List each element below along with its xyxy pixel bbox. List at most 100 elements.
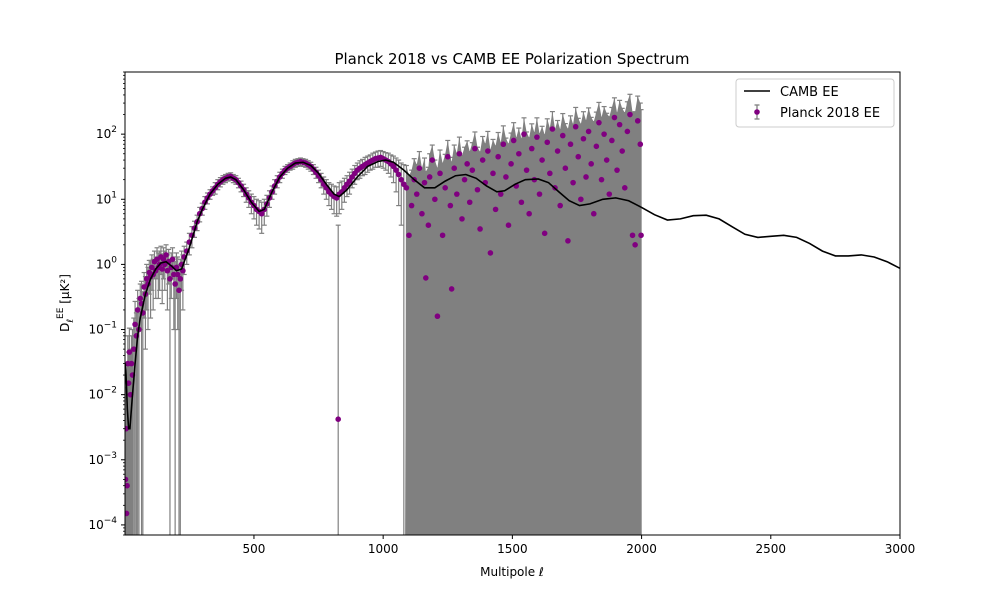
y-tick-label: 100: [96, 255, 117, 271]
data-point: [461, 176, 468, 183]
data-point: [477, 226, 483, 232]
y-tick-label: 10−3: [88, 451, 117, 467]
data-point: [547, 170, 553, 177]
data-point: [562, 165, 569, 172]
data-point: [621, 185, 628, 191]
data-point: [130, 346, 137, 352]
x-tick-label: 2000: [626, 542, 657, 556]
data-point: [638, 232, 644, 239]
data-point: [487, 250, 494, 256]
data-point: [167, 276, 173, 282]
data-point: [426, 174, 433, 180]
data-point: [554, 148, 561, 154]
data-point: [559, 132, 566, 139]
data-point: [403, 185, 410, 191]
legend-label-planck: Planck 2018 EE: [780, 106, 880, 121]
data-point: [398, 176, 405, 183]
data-point: [549, 126, 556, 132]
data-point: [614, 167, 620, 173]
x-tick-label: 500: [242, 542, 265, 556]
data-point: [583, 174, 589, 180]
data-point: [160, 256, 167, 263]
data-point: [575, 153, 582, 160]
data-point: [163, 252, 169, 258]
data-point: [578, 196, 584, 203]
data-point: [423, 275, 429, 281]
data-point: [432, 196, 438, 203]
data-point: [164, 267, 171, 274]
data-point: [609, 137, 615, 144]
camb-ee-line: [125, 159, 900, 430]
y-axis: 10−4 10−3 10−2 10−1 100 101 102: [88, 71, 125, 536]
data-point: [580, 135, 587, 142]
data-point: [466, 199, 473, 206]
data-point: [632, 241, 638, 248]
y-tick-label: 10−1: [88, 321, 117, 337]
data-point: [469, 167, 476, 173]
data-point: [419, 210, 425, 217]
data-point: [126, 349, 133, 355]
data-point: [442, 185, 448, 191]
data-point: [497, 191, 504, 197]
data-point: [557, 202, 563, 209]
data-point: [128, 360, 135, 367]
legend-marker-swatch: [754, 109, 760, 115]
data-point: [447, 202, 454, 209]
data-point: [393, 167, 399, 173]
data-point: [490, 170, 496, 177]
data-point: [616, 121, 623, 128]
data-point: [176, 287, 182, 294]
plot-area: [125, 93, 900, 535]
data-point: [168, 264, 175, 271]
data-point: [590, 210, 597, 217]
data-point: [611, 114, 618, 121]
data-point: [448, 286, 455, 292]
y-tick-label: 10−2: [88, 386, 117, 402]
data-point: [541, 230, 548, 237]
x-tick-label: 1000: [368, 542, 399, 556]
data-point: [125, 476, 129, 483]
x-axis: 500 1000 1500 2000 2500 3000: [242, 535, 915, 556]
data-point: [406, 232, 412, 239]
data-point: [570, 179, 576, 186]
legend-box: [735, 78, 895, 128]
data-point: [523, 167, 530, 173]
x-tick-label: 2500: [756, 542, 787, 556]
data-point: [434, 313, 441, 320]
data-point: [572, 123, 579, 130]
data-point: [125, 482, 130, 489]
data-point: [495, 153, 501, 160]
data-point: [169, 256, 176, 263]
data-point: [335, 416, 341, 422]
data-point: [536, 191, 543, 197]
x-tick-label: 1500: [497, 542, 528, 556]
data-point: [588, 161, 594, 167]
data-point: [567, 141, 574, 148]
data-point: [132, 321, 138, 328]
data-point: [596, 119, 602, 126]
data-point: [346, 178, 353, 184]
data-point: [177, 276, 184, 282]
data-point: [518, 199, 525, 206]
data-point: [606, 191, 613, 197]
data-point: [485, 148, 491, 154]
data-point: [408, 202, 415, 209]
data-point: [459, 216, 465, 222]
data-point: [172, 281, 178, 287]
data-point: [598, 176, 605, 183]
y-tick-label: 10−4: [88, 516, 117, 532]
data-point: [454, 191, 460, 197]
data-point: [503, 174, 509, 180]
data-point: [521, 131, 527, 137]
data-point: [534, 134, 540, 140]
legend: CAMB EE Planck 2018 EE: [735, 78, 895, 128]
data-point: [492, 206, 499, 213]
data-point: [395, 171, 402, 178]
data-point: [505, 222, 512, 228]
y-axis-label: DℓEE [μK²]: [56, 274, 76, 332]
data-point: [593, 143, 600, 150]
data-point: [451, 165, 458, 172]
data-point: [619, 148, 625, 154]
data-point: [510, 137, 517, 144]
